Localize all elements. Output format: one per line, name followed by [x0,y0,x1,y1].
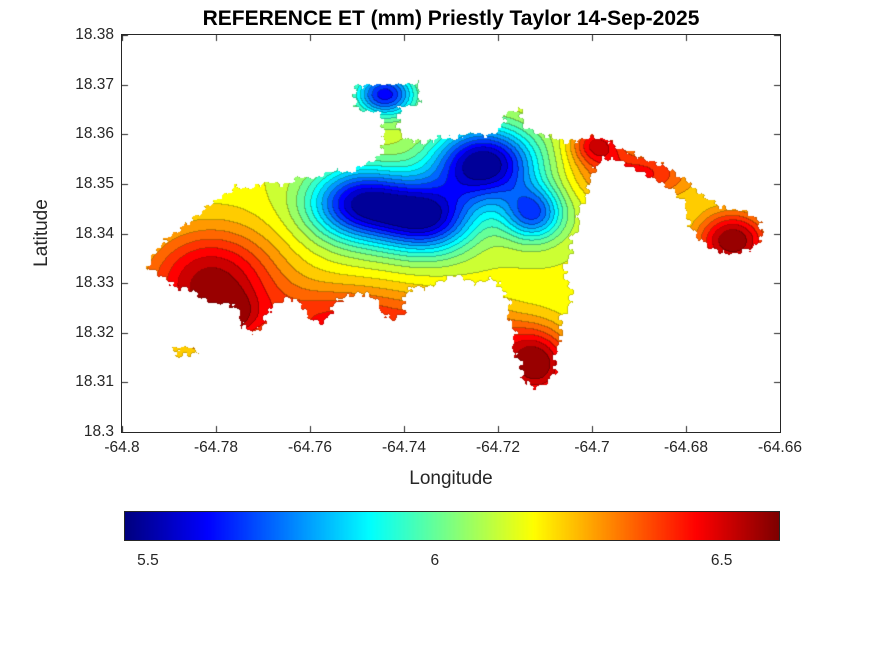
colorbar-tick-label: 6 [430,552,440,569]
y-tick-label: 18.32 [75,323,114,341]
x-tick-label: -64.7 [574,439,610,456]
y-tick-label: 18.33 [75,274,114,292]
y-tick-label: 18.3 [83,423,114,440]
x-axis-label: Longitude [409,468,493,489]
x-tick-label: -64.66 [758,439,802,456]
y-tick-label: 18.34 [75,224,114,242]
y-tick-label: 18.37 [75,75,114,93]
x-tick-label: -64.74 [382,439,426,456]
x-tick-label: -64.72 [476,439,520,456]
y-tick-label: 18.36 [75,125,114,143]
x-tick-label: -64.8 [104,439,140,456]
colorbar-tick-label: 6.5 [710,552,733,569]
contour-map-canvas [122,35,780,432]
y-tick-label: 18.35 [75,174,114,192]
x-tick-label: -64.68 [664,439,708,456]
y-axis-label: Latitude [31,199,52,267]
y-tick-label: 18.31 [75,373,114,391]
x-tick-label: -64.76 [288,439,332,456]
colorbar-tick-label: 5.5 [137,552,159,569]
chart-title: REFERENCE ET (mm) Priestly Taylor 14-Sep… [202,7,700,30]
x-tick-label: -64.78 [194,439,238,456]
y-tick-label: 18.38 [75,26,114,43]
colorbar-canvas [125,512,779,540]
